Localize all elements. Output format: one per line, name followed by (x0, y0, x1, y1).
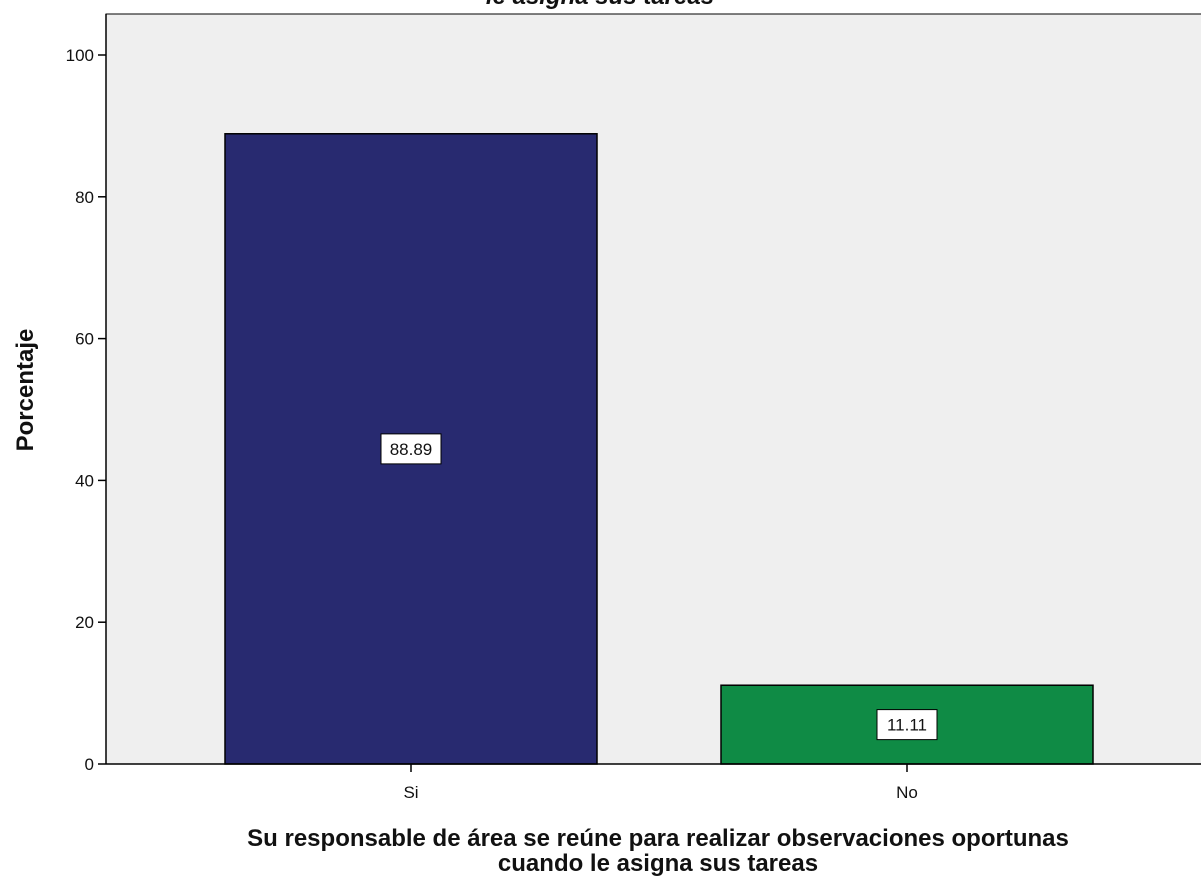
y-tick-label-20: 20 (75, 613, 94, 632)
y-tick-label-60: 60 (75, 330, 94, 349)
y-tick-label-100: 100 (66, 46, 94, 65)
y-tick-label-40: 40 (75, 471, 94, 490)
data-label-box-si (380, 433, 442, 465)
x-tick-label-no: No (896, 783, 918, 802)
y-axis: 0 20 40 60 80 100 (66, 14, 107, 774)
x-axis: Si No (106, 763, 1201, 802)
data-label-box-no (876, 709, 938, 741)
chart-title: le asigna sus tareas (486, 0, 714, 10)
y-axis-title: Porcentaje (12, 329, 39, 452)
x-axis-title-line-2: cuando le asigna sus tareas (498, 850, 818, 877)
y-tick-label-0: 0 (85, 755, 94, 774)
x-tick-label-si: Si (403, 783, 418, 802)
x-axis-title-line-1: Su responsable de área se reúne para rea… (247, 825, 1069, 852)
data-label-si: 88.89 (390, 440, 433, 459)
data-labels-layer: 88.89 11.11 (380, 433, 938, 741)
y-tick-label-80: 80 (75, 188, 94, 207)
data-label-no: 11.11 (887, 716, 927, 735)
